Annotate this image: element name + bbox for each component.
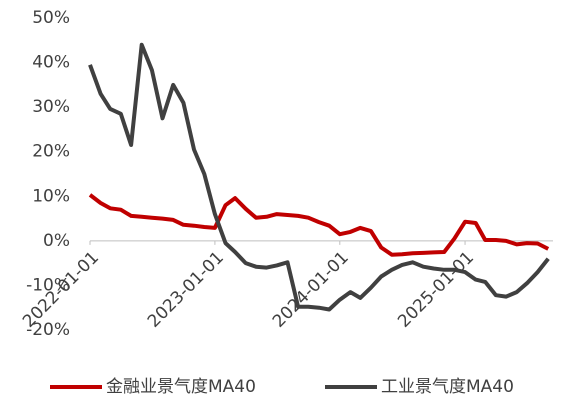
x-tick-label: 2024-01-01 — [269, 248, 353, 332]
line-series — [88, 193, 550, 257]
legend-label: 金融业景气度MA40 — [106, 377, 256, 397]
y-tick-label: 30% — [32, 97, 70, 117]
y-tick-label: 10% — [32, 186, 70, 206]
y-tick-label: 40% — [32, 53, 70, 73]
line-series — [88, 42, 550, 312]
x-tick-label: 2025-01-01 — [394, 248, 478, 332]
legend-label: 工业景气度MA40 — [381, 377, 514, 397]
x-tick-label: 2023-01-01 — [144, 248, 228, 332]
y-tick-label: 20% — [32, 142, 70, 162]
y-tick-label: -10% — [26, 275, 70, 295]
y-tick-label: -20% — [26, 320, 70, 340]
y-tick-label: 0% — [43, 231, 70, 251]
y-tick-label: 50% — [32, 8, 70, 28]
